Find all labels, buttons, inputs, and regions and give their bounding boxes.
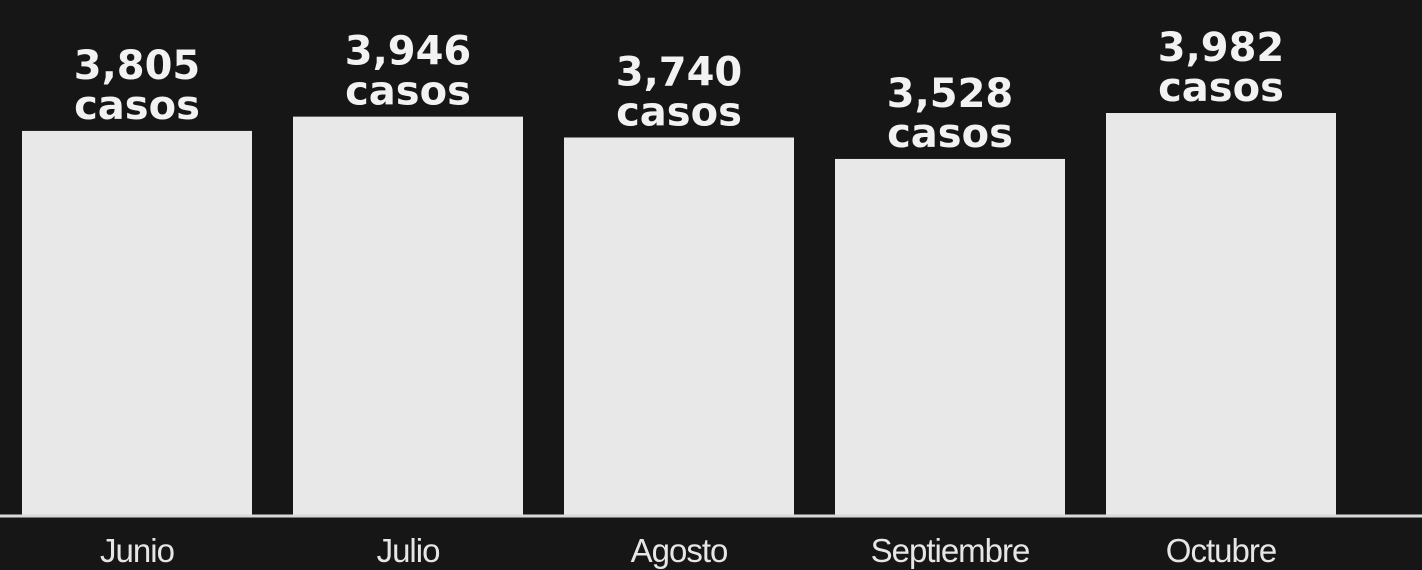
data-label-value: 3,946 bbox=[345, 29, 472, 75]
x-tick-label-agosto: Agosto bbox=[631, 532, 728, 569]
bar-julio bbox=[293, 116, 523, 516]
x-tick-label-septiembre: Septiembre bbox=[871, 532, 1030, 569]
bar-octubre bbox=[1106, 113, 1336, 516]
bar-junio bbox=[22, 130, 252, 516]
x-tick-label-julio: Julio bbox=[377, 532, 440, 569]
bar-septiembre bbox=[835, 158, 1065, 516]
data-label-value: 3,740 bbox=[616, 49, 743, 95]
data-label-unit: casos bbox=[74, 83, 200, 129]
data-label-value: 3,528 bbox=[887, 71, 1014, 117]
data-label-unit: casos bbox=[887, 111, 1013, 157]
data-label-unit: casos bbox=[616, 89, 742, 135]
data-label-unit: casos bbox=[1158, 65, 1284, 111]
x-tick-label-octubre: Octubre bbox=[1166, 532, 1276, 569]
x-tick-label-junio: Junio bbox=[100, 532, 174, 569]
data-label-unit: casos bbox=[345, 69, 471, 115]
bar-agosto bbox=[564, 137, 794, 517]
bars-group bbox=[22, 113, 1336, 517]
data-label-value: 3,805 bbox=[74, 43, 201, 89]
labels-group: 3,805casosJunio3,946casosJulio3,740casos… bbox=[74, 25, 1285, 569]
data-label-value: 3,982 bbox=[1158, 25, 1285, 71]
